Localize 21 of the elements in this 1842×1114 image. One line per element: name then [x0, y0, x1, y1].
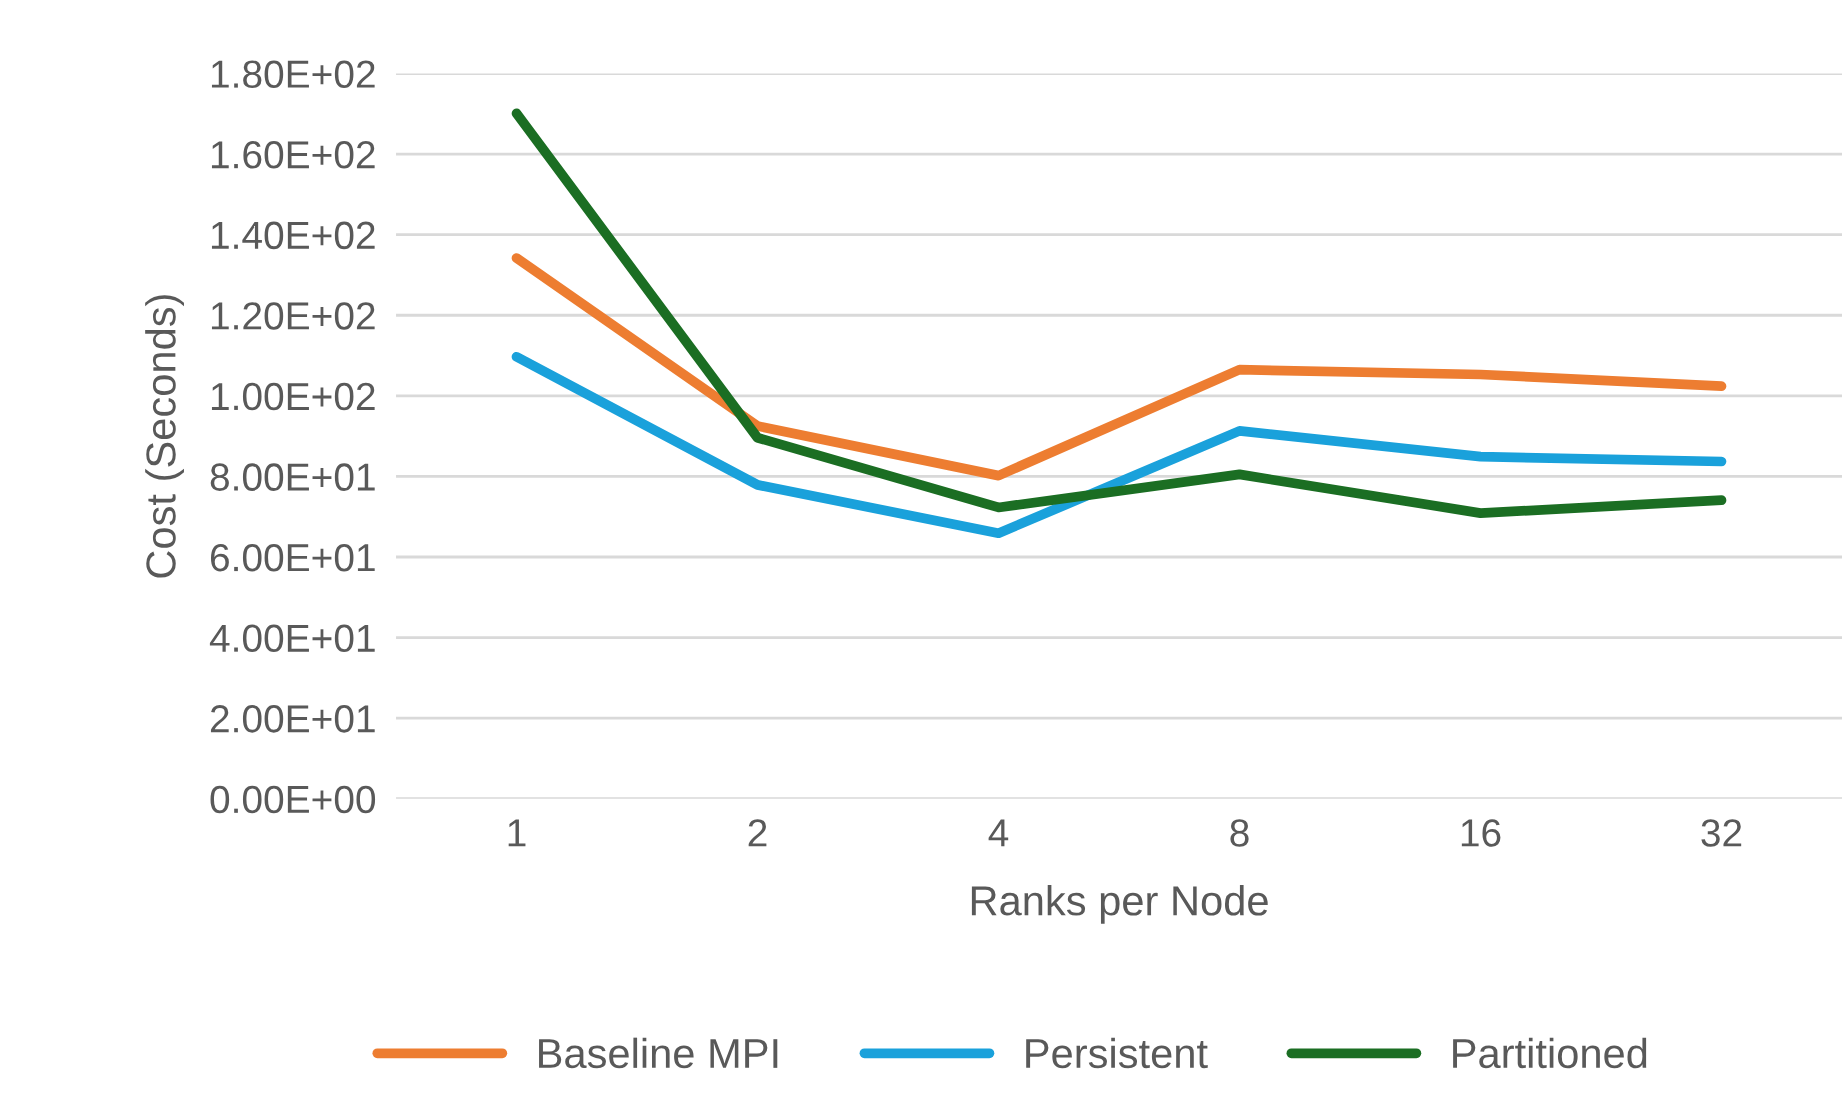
y-tick-label: 1.80E+02 [211, 60, 375, 88]
legend-label: Persistent [1026, 1037, 1208, 1069]
y-tick-label: 0.00E+00 [210, 785, 376, 814]
legend-label: Baseline MPI [539, 1037, 778, 1069]
y-tick-label: 1.00E+02 [211, 382, 375, 411]
x-tick-label: 32 [1701, 819, 1742, 847]
y-tick-label: 4.00E+01 [209, 624, 375, 653]
x-tick-label: 16 [1461, 819, 1501, 847]
y-tick-label: 6.00E+01 [210, 543, 375, 572]
legend-label: Partitioned [1453, 1037, 1647, 1069]
y-axis-title: Cost (Seconds) [145, 295, 184, 578]
x-tick-label: 8 [1230, 819, 1249, 847]
y-tick-label: 1.40E+02 [211, 221, 375, 250]
x-tick-label: 4 [988, 819, 1009, 847]
x-axis-title: Ranks per Node [971, 884, 1268, 924]
y-tick-label: 1.20E+02 [211, 302, 375, 330]
y-tick-label: 1.60E+02 [211, 141, 375, 169]
x-tick-label: 1 [508, 819, 526, 847]
y-tick-label: 8.00E+01 [210, 463, 375, 491]
y-tick-label: 2.00E+01 [210, 705, 375, 733]
x-tick-label: 2 [748, 819, 767, 847]
